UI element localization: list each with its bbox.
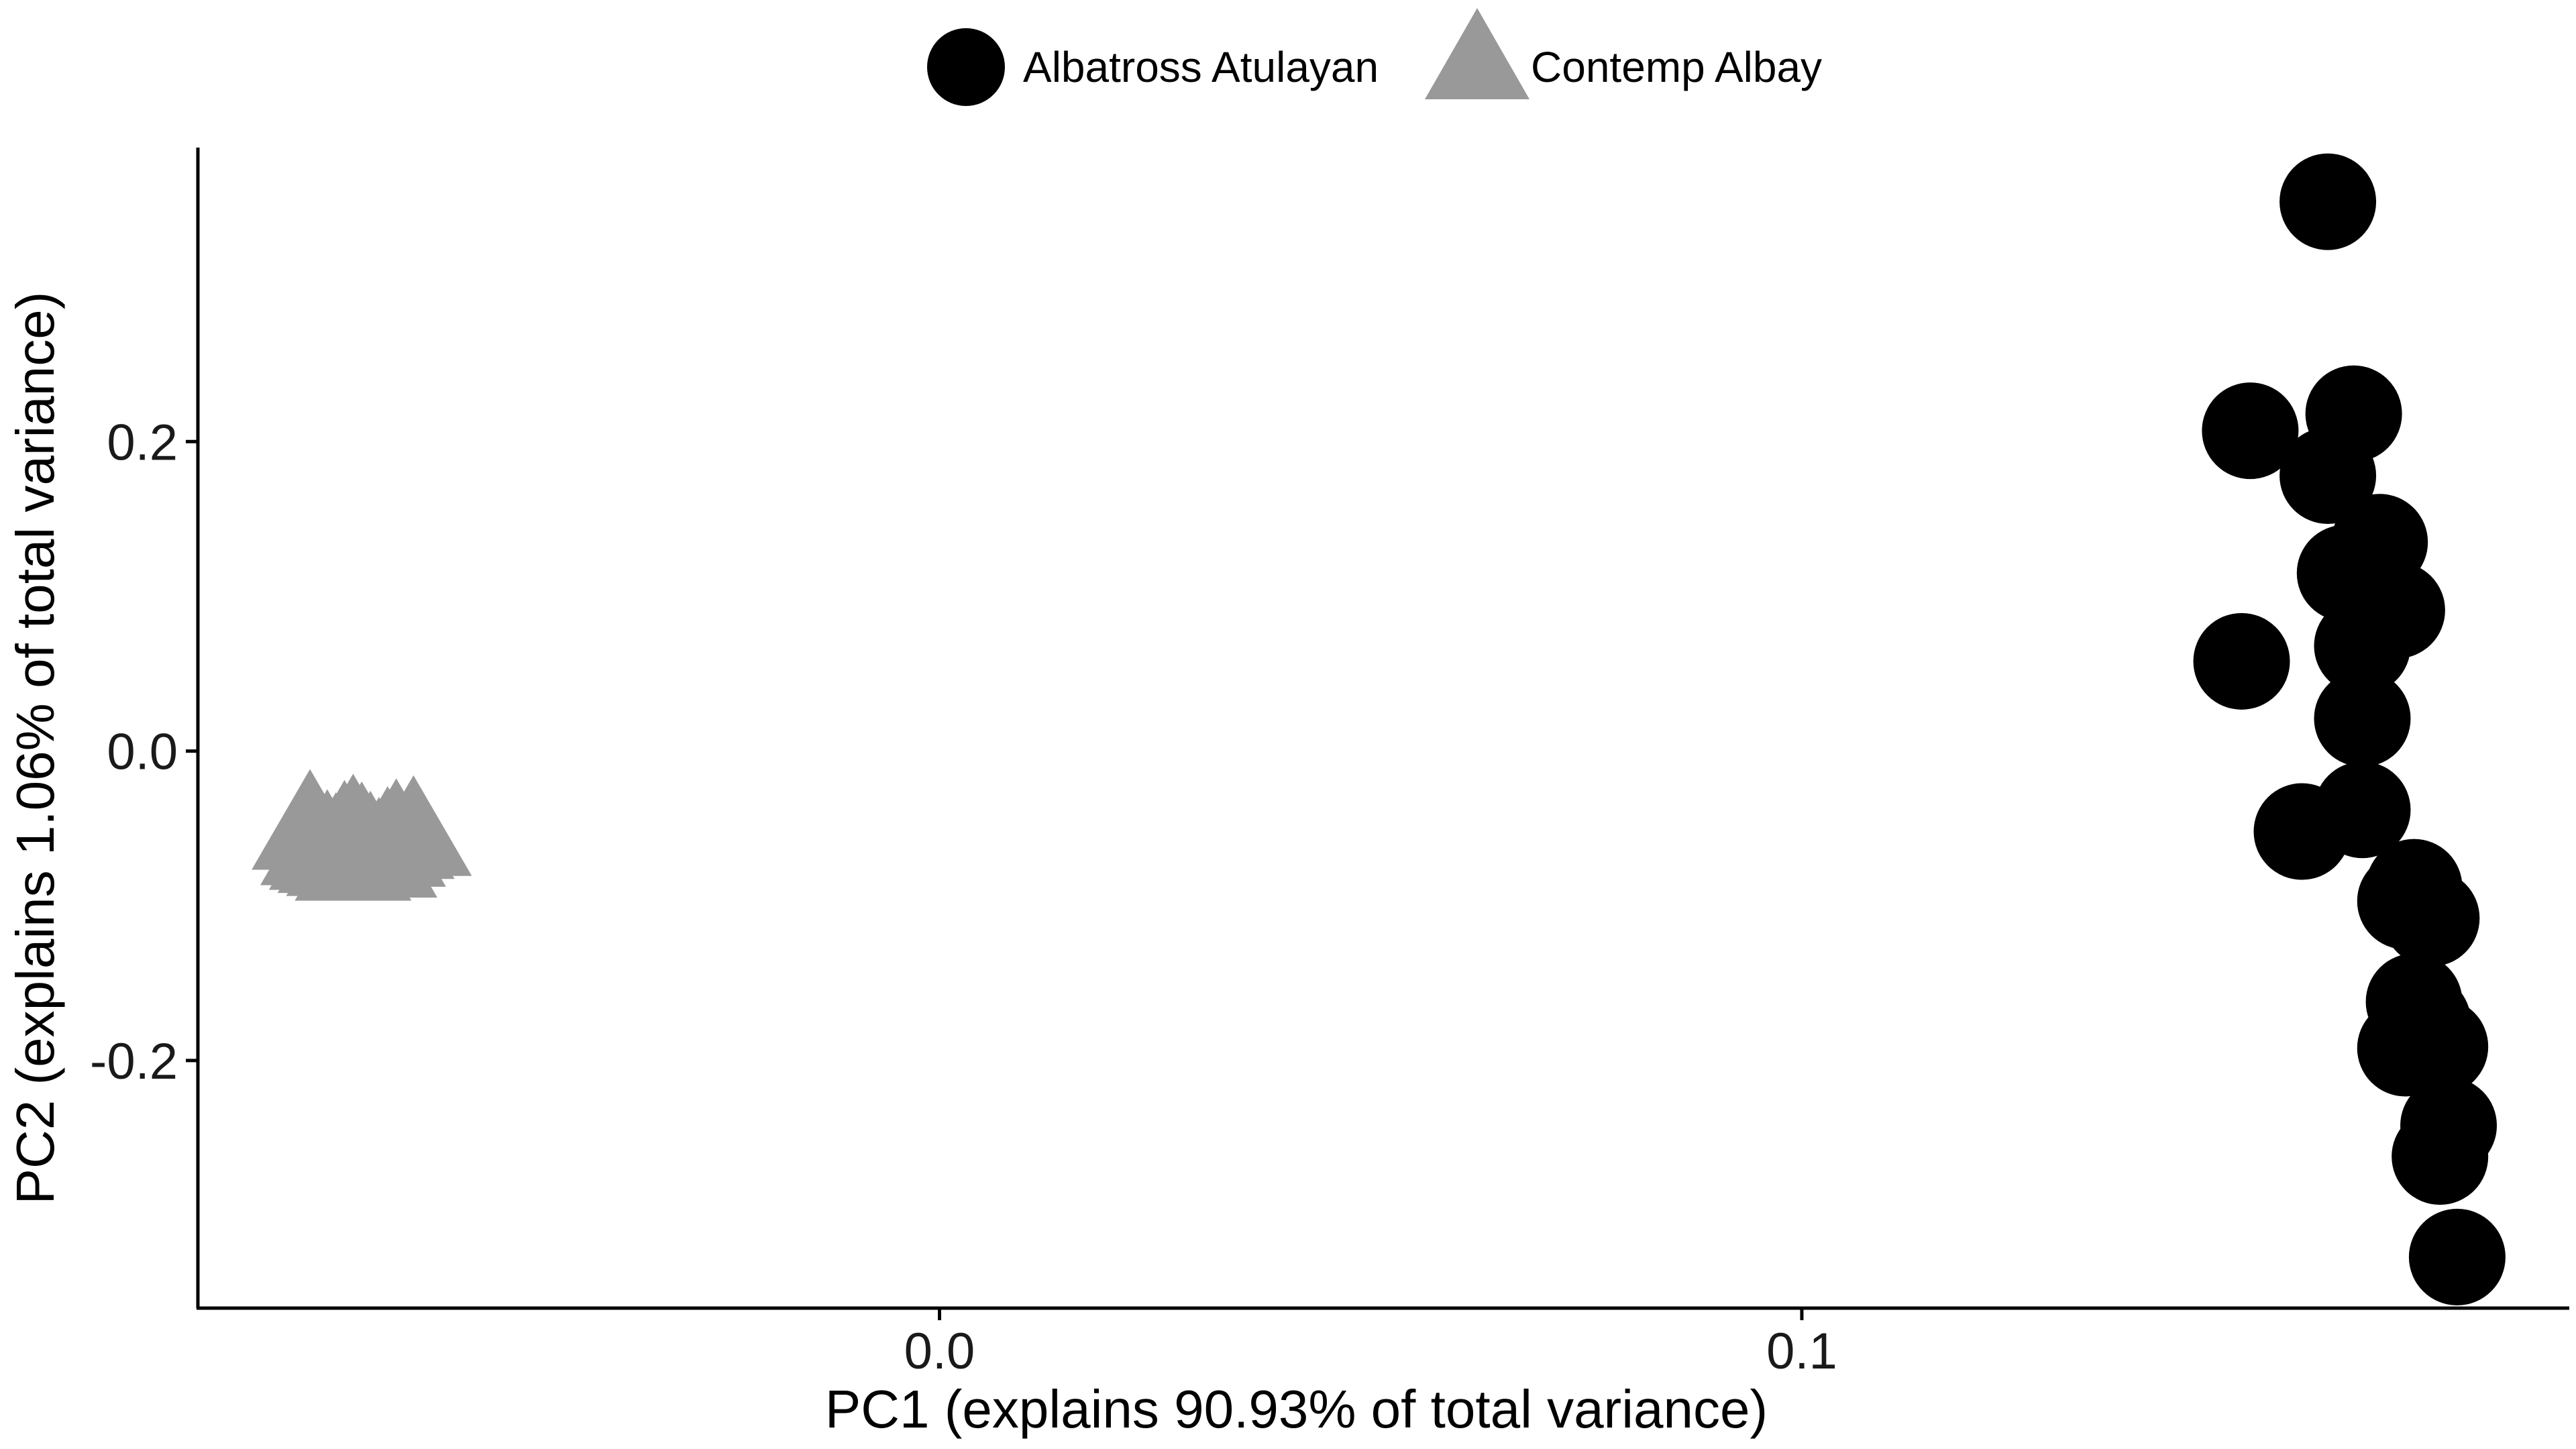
series-contemp-albay — [252, 769, 472, 901]
data-point-circle — [2314, 597, 2411, 694]
legend-label: Contemp Albay — [1531, 43, 1822, 91]
y-tick-label: -0.2 — [90, 1033, 178, 1090]
x-tick-label: 0.0 — [904, 1323, 975, 1380]
data-point-circle — [2383, 869, 2480, 967]
data-point-circle — [2202, 382, 2299, 480]
data-point-circle — [2193, 612, 2290, 710]
data-point-circle — [2279, 153, 2377, 250]
y-axis-ticks: 0.2 0.0 -0.2 — [90, 414, 198, 1090]
data-point-circle — [2357, 1000, 2454, 1097]
legend-item: Albatross Atulayan — [927, 28, 1379, 106]
y-tick-label: 0.0 — [107, 724, 178, 781]
x-axis-ticks: 0.0 0.1 — [904, 1308, 1837, 1380]
x-axis-title: PC1 (explains 90.93% of total variance) — [825, 1379, 1768, 1439]
x-tick-label: 0.1 — [1766, 1323, 1837, 1380]
legend: Albatross Atulayan Contemp Albay — [927, 8, 1822, 106]
legend-item: Contemp Albay — [1425, 8, 1822, 99]
y-axis-title: PC2 (explains 1.06% of total variance) — [5, 292, 65, 1205]
legend-label: Albatross Atulayan — [1023, 43, 1379, 91]
data-point-circle — [2279, 427, 2377, 525]
legend-circle-icon — [927, 28, 1005, 106]
data-point-circle — [2314, 670, 2411, 767]
data-point-triangle — [355, 775, 472, 876]
axes — [196, 148, 2569, 1310]
y-tick-label: 0.2 — [107, 414, 178, 471]
plot-points — [252, 153, 2506, 1305]
data-point-circle — [2253, 783, 2351, 880]
data-point-circle — [2408, 1208, 2506, 1305]
series-albatross-atulayan — [2193, 153, 2506, 1305]
legend-triangle-icon — [1425, 8, 1529, 99]
data-point-circle — [2392, 1108, 2489, 1205]
